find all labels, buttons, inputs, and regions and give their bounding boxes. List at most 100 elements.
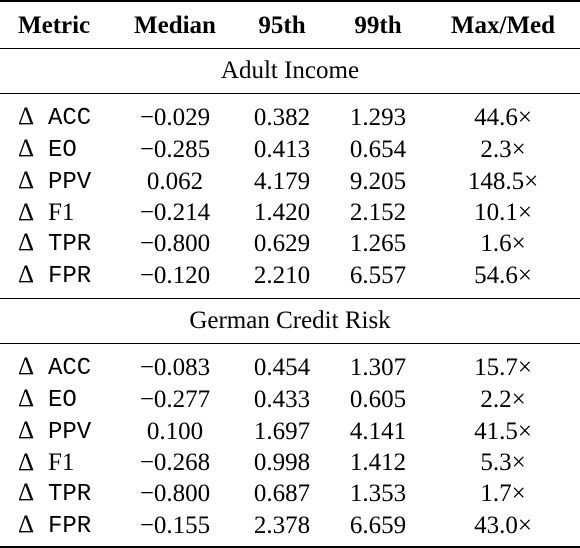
metric-name: F1 [48, 199, 75, 226]
delta-symbol: Δ [18, 385, 35, 412]
delta-symbol: Δ [18, 511, 35, 538]
median-cell: 0.100 [146, 418, 204, 445]
median-cell: −0.285 [139, 136, 211, 163]
max-med-cell: 44.6× [474, 104, 532, 131]
metric-cell: Δ ACC [0, 344, 116, 385]
delta-symbol: Δ [18, 353, 35, 380]
max-med-cell: 5.3× [480, 449, 526, 476]
metric-cell: Δ PPV [0, 166, 116, 198]
median-cell: −0.120 [139, 262, 211, 289]
metric-cell: Δ TPR [0, 478, 116, 510]
max-med-cell: 2.3× [480, 136, 526, 163]
median-cell: −0.800 [139, 480, 211, 507]
max-med-cell: 10.1× [474, 199, 532, 226]
header-max-med: Max/Med [426, 0, 580, 49]
table-row: Δ TPR −0.800 0.629 1.265 1.6× [0, 228, 580, 260]
section-header-row: German Credit Risk [0, 298, 580, 344]
table-header: Metric Median 95th 99th Max/Med [0, 0, 580, 49]
delta-symbol: Δ [18, 199, 35, 226]
delta-symbol: Δ [18, 103, 35, 130]
max-med-cell: 15.7× [474, 354, 532, 381]
header-median: Median [116, 0, 234, 49]
metric-cell: Δ EO [0, 134, 116, 166]
p95-cell: 0.629 [253, 230, 311, 257]
metric-cell: Δ FPR [0, 260, 116, 299]
metric-name: F1 [48, 449, 75, 476]
p99-cell: 6.659 [330, 510, 426, 548]
metric-name: ACC [48, 355, 92, 382]
table-row: Δ F1 −0.268 0.998 1.412 5.3× [0, 448, 580, 478]
metric-name: ACC [48, 105, 92, 132]
p99-cell: 1.265 [349, 230, 407, 257]
p99-cell: 1.307 [349, 354, 407, 381]
p99-cell: 1.293 [349, 104, 407, 131]
max-med-cell: 148.5× [467, 168, 539, 195]
delta-symbol: Δ [18, 261, 35, 288]
p95-cell: 2.210 [253, 262, 311, 289]
table-body: Adult Income Δ ACC −0.029 0.382 1.293 44.6× Δ EO… [0, 48, 580, 548]
max-med-cell: 54.6× [474, 262, 532, 289]
median-cell: −0.214 [139, 199, 211, 226]
table-row: Δ PPV 0.062 4.179 9.205 148.5× [0, 166, 580, 198]
p95-cell: 1.420 [253, 199, 311, 226]
table-row: Δ TPR −0.800 0.687 1.353 1.7× [0, 478, 580, 510]
table-row: Δ ACC −0.029 0.382 1.293 44.6× [0, 94, 580, 135]
median-cell: −0.083 [139, 354, 211, 381]
metric-cell: Δ ACC [0, 94, 116, 135]
section-header-row: Adult Income [0, 48, 580, 94]
max-med-cell: 41.5× [474, 418, 532, 445]
header-99th: 99th [330, 0, 426, 49]
table-row: Δ FPR −0.155 2.378 6.659 43.0× [0, 510, 580, 548]
table-row: Δ FPR −0.120 2.210 6.557 54.6× [0, 260, 580, 299]
delta-symbol: Δ [18, 167, 35, 194]
median-cell: −0.277 [139, 386, 211, 413]
max-med-cell: 1.6× [480, 230, 526, 257]
metric-cell: Δ F1 [0, 448, 116, 478]
table-row: Δ PPV 0.100 1.697 4.141 41.5× [0, 416, 580, 448]
table-row: Δ ACC −0.083 0.454 1.307 15.7× [0, 344, 580, 385]
table-row: Δ F1 −0.214 1.420 2.152 10.1× [0, 198, 580, 228]
metric-name: FPR [48, 263, 92, 290]
metric-cell: Δ FPR [0, 510, 116, 548]
metric-name: EO [48, 137, 77, 164]
p95-cell: 4.179 [253, 168, 311, 195]
metric-name: PPV [48, 169, 92, 196]
p95-cell: 0.998 [253, 449, 311, 476]
median-cell: −0.029 [139, 104, 211, 131]
p99-cell: 1.412 [349, 449, 407, 476]
header-row: Metric Median 95th 99th Max/Med [0, 0, 580, 49]
table-row: Δ EO −0.285 0.413 0.654 2.3× [0, 134, 580, 166]
p95-cell: 0.382 [253, 104, 311, 131]
p95-cell: 0.413 [253, 136, 311, 163]
metric-name: FPR [48, 513, 92, 540]
delta-symbol: Δ [18, 417, 35, 444]
p99-cell: 4.141 [349, 418, 407, 445]
p95-cell: 2.378 [234, 510, 330, 548]
delta-symbol: Δ [18, 479, 35, 506]
delta-symbol: Δ [18, 135, 35, 162]
header-95th: 95th [234, 0, 330, 49]
delta-symbol: Δ [18, 449, 35, 476]
median-cell: −0.155 [116, 510, 234, 548]
p95-cell: 0.433 [253, 386, 311, 413]
p95-cell: 0.454 [253, 354, 311, 381]
max-med-cell: 43.0× [426, 510, 580, 548]
metric-cell: Δ TPR [0, 228, 116, 260]
p95-cell: 0.687 [253, 480, 311, 507]
table-row: Δ EO −0.277 0.433 0.605 2.2× [0, 384, 580, 416]
metric-cell: Δ EO [0, 384, 116, 416]
header-metric: Metric [0, 0, 116, 49]
max-med-cell: 2.2× [480, 386, 526, 413]
p95-cell: 1.697 [253, 418, 311, 445]
p99-cell: 2.152 [349, 199, 407, 226]
metric-cell: Δ F1 [0, 198, 116, 228]
delta-symbol: Δ [18, 229, 35, 256]
p99-cell: 6.557 [349, 262, 407, 289]
metric-name: TPR [48, 481, 92, 508]
section-title: Adult Income [0, 48, 580, 94]
median-cell: −0.800 [139, 230, 211, 257]
max-med-cell: 1.7× [480, 480, 526, 507]
median-cell: −0.268 [139, 449, 211, 476]
